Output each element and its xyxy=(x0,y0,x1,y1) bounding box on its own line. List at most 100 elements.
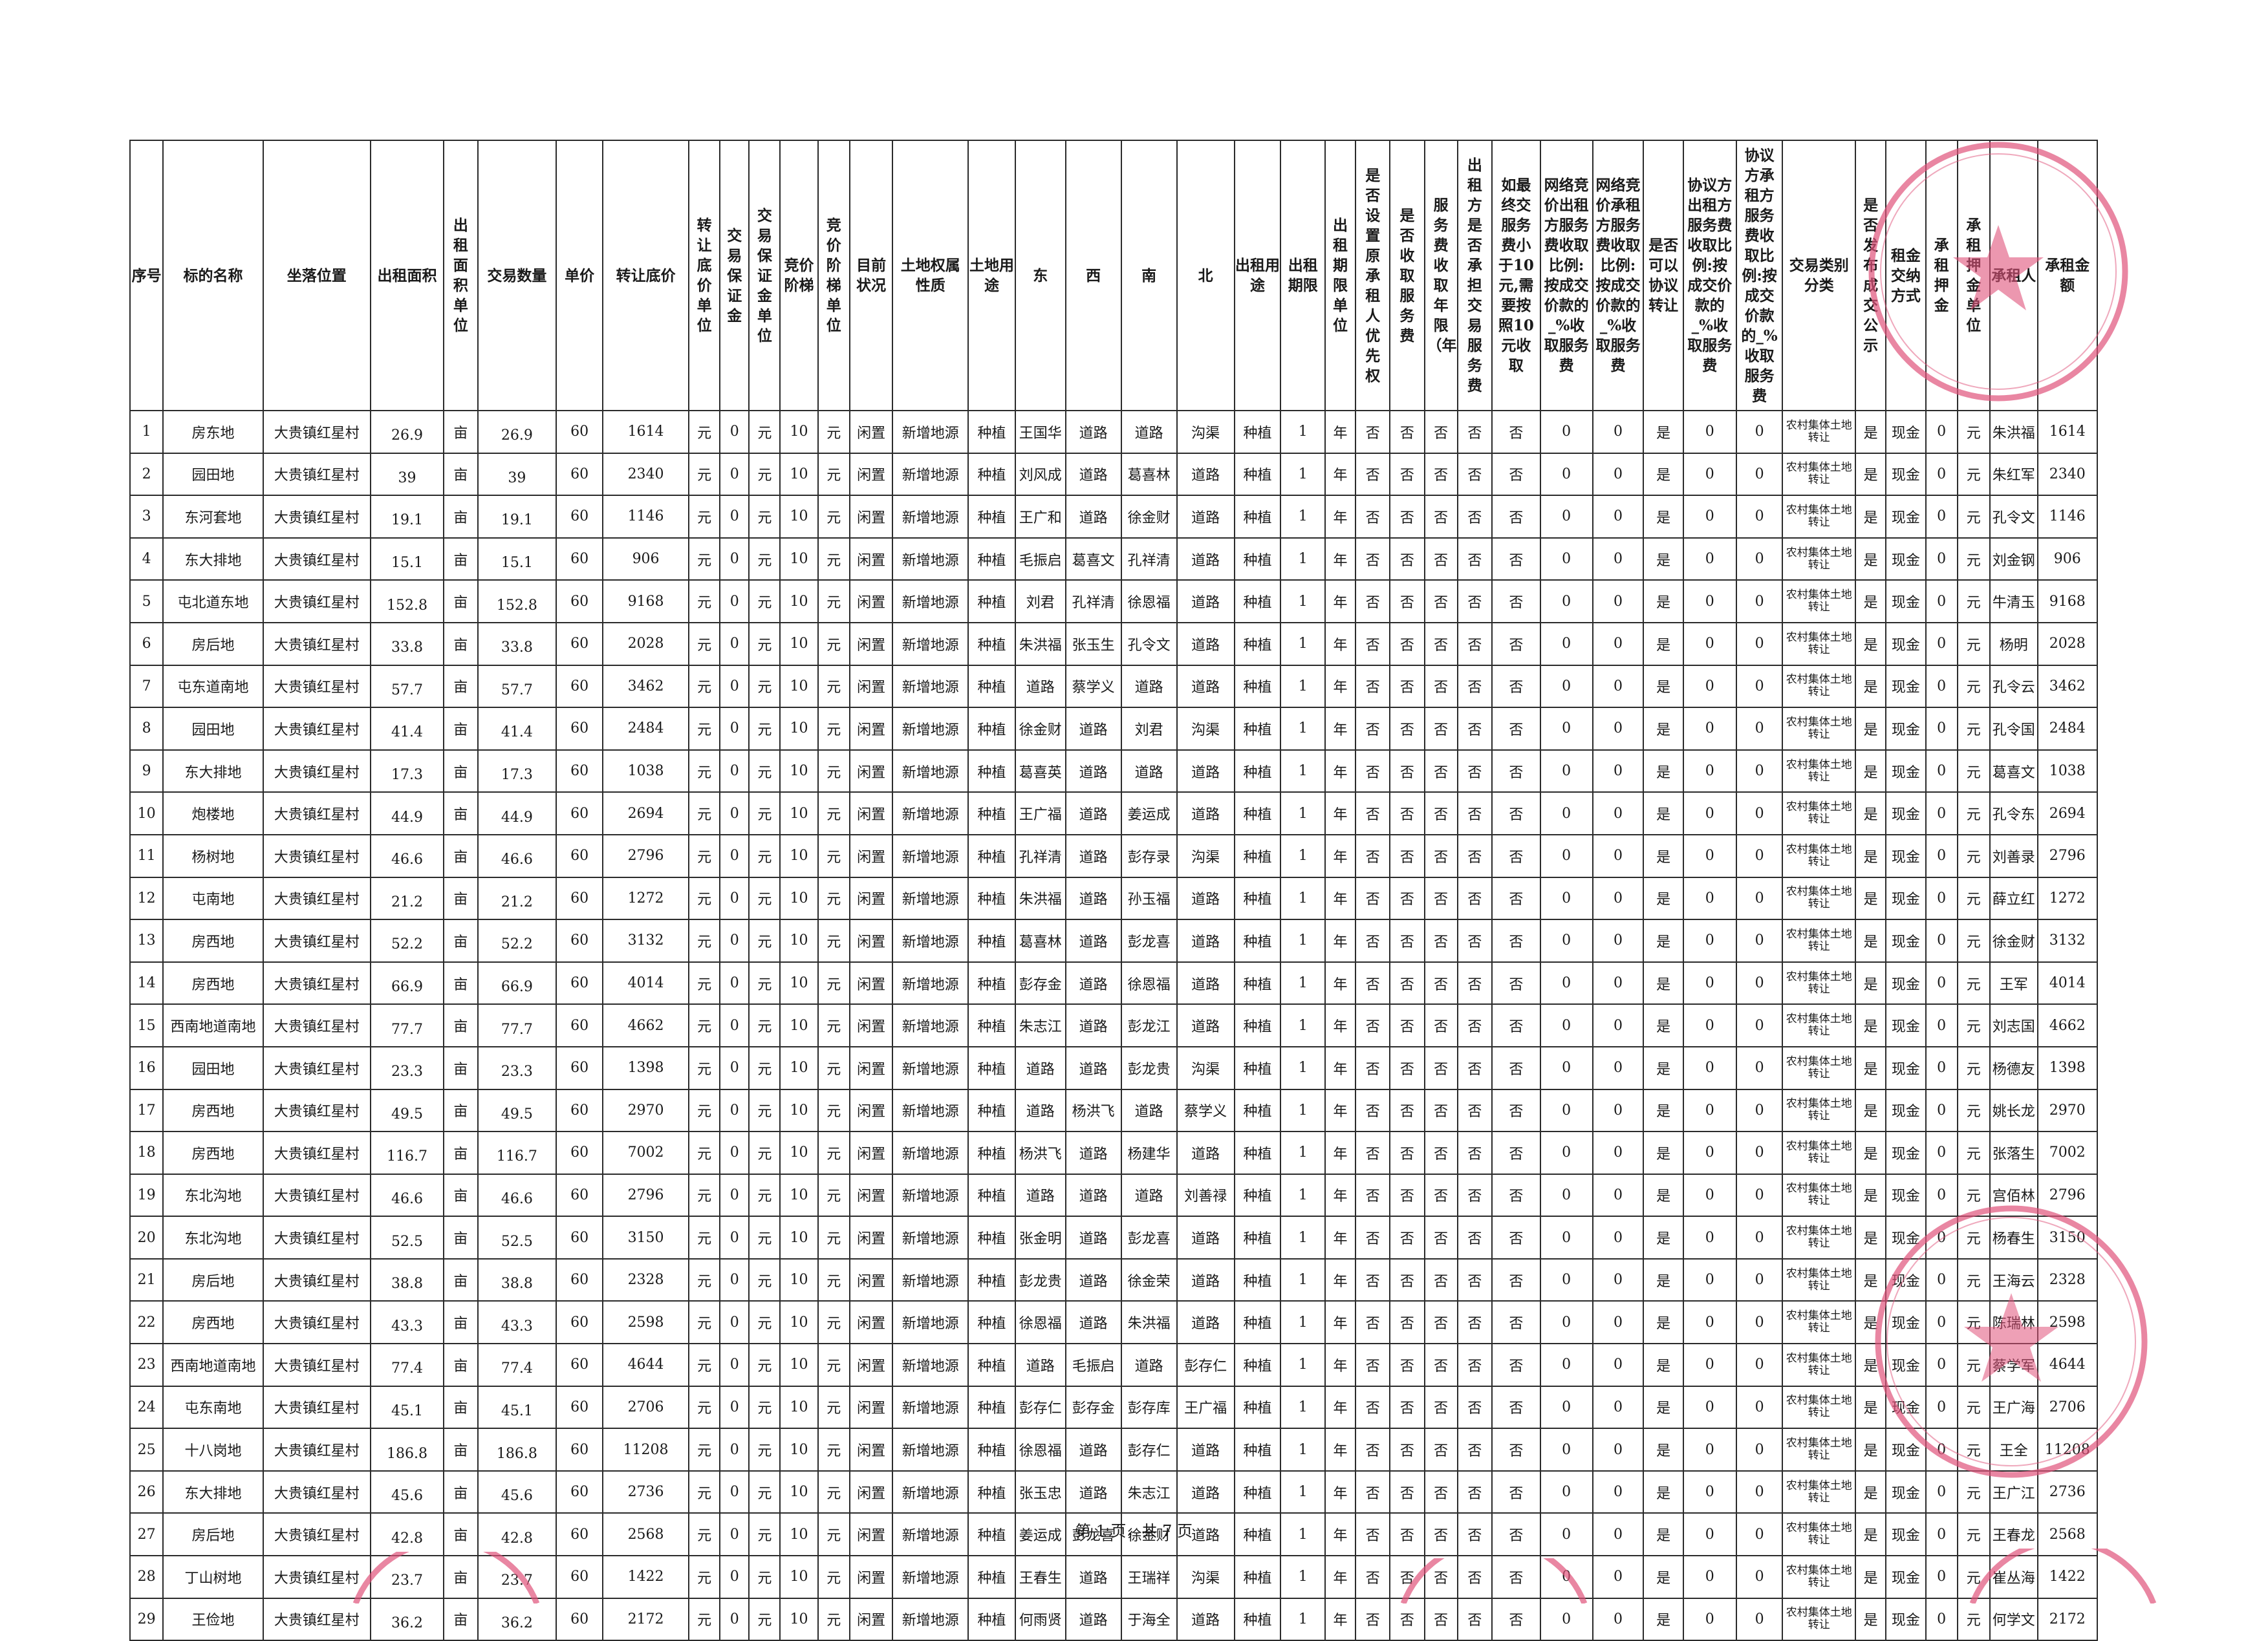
table-cell: 1 xyxy=(1280,452,1326,497)
table-cell: 亩 xyxy=(443,749,479,793)
column-header: 协议方出租方服务费收取比例:按成交价款的_%收取服务费 xyxy=(1682,140,1737,411)
table-cell: 60 xyxy=(556,537,604,581)
table-cell: 0 xyxy=(719,1428,750,1472)
table-cell: 姜运成 xyxy=(1120,791,1178,835)
table-cell: 60 xyxy=(556,1173,604,1217)
table-cell: 60 xyxy=(556,1216,604,1260)
table-cell: 1146 xyxy=(602,495,690,539)
table-cell: 元 xyxy=(748,1003,781,1047)
table-cell: 闲置 xyxy=(848,749,894,793)
table-row: 5 屯北道东地 大贵镇红星村 152.8 亩 152.8 60 9168 元 0 元 10 元闲置 新增地… xyxy=(129,579,2099,623)
table-cell: 王广海 xyxy=(1989,1385,2038,1430)
table-cell: 0 xyxy=(1735,1512,1784,1557)
table-cell: 46.6 xyxy=(477,833,557,878)
table-cell: 否 xyxy=(1491,1385,1541,1430)
table-cell: 道路 xyxy=(1176,1597,1235,1641)
table-cell: 4644 xyxy=(2036,1343,2099,1387)
table-cell: 0 xyxy=(1925,1088,1958,1133)
table-cell: 17.3 xyxy=(369,749,445,793)
table-cell: 0 xyxy=(1925,495,1958,539)
table-cell: 否 xyxy=(1456,749,1493,793)
table-cell: 2340 xyxy=(602,452,690,497)
table-row: 22 房西地 大贵镇红星村 43.3 亩 43.3 60 2598 元 0 元 10 元闲置 新增地源 种植… xyxy=(129,1300,2099,1345)
table-cell: 0 xyxy=(1925,1597,1958,1641)
table-cell: 0 xyxy=(1735,791,1784,835)
table-cell: 20 xyxy=(129,1216,164,1260)
table-cell: 沟渠 xyxy=(1176,1555,1235,1599)
table-cell: 15.1 xyxy=(369,537,445,581)
table-cell: 否 xyxy=(1423,1088,1458,1133)
table-cell: 10 xyxy=(779,1088,819,1133)
table-cell: 元 xyxy=(817,664,850,709)
table-cell: 0 xyxy=(1539,919,1593,963)
table-cell: 60 xyxy=(556,1046,604,1090)
table-cell: 新增地源 xyxy=(892,537,969,581)
table-cell: 种植 xyxy=(1233,1470,1282,1514)
table-cell: 元 xyxy=(688,707,721,751)
table-cell: 元 xyxy=(817,791,850,835)
table-cell: 60 xyxy=(556,749,604,793)
table-cell: 0 xyxy=(1735,707,1784,751)
table-cell: 2028 xyxy=(2036,621,2099,666)
table-cell: 0 xyxy=(1592,833,1645,878)
table-cell: 1 xyxy=(1280,961,1326,1005)
table-cell: 新增地源 xyxy=(892,495,969,539)
table-cell: 否 xyxy=(1423,452,1458,497)
table-cell: 亩 xyxy=(443,664,479,709)
table-cell: 元 xyxy=(748,876,781,921)
table-cell: 2328 xyxy=(2036,1258,2099,1302)
table-cell: 是 xyxy=(1643,1385,1684,1430)
table-cell: 元 xyxy=(688,1343,721,1387)
table-cell: 新增地源 xyxy=(892,621,969,666)
table-cell: 0 xyxy=(1682,537,1737,581)
table-cell: 是 xyxy=(1643,749,1684,793)
table-cell: 否 xyxy=(1491,1597,1541,1641)
table-cell: 3150 xyxy=(602,1216,690,1260)
table-cell: 0 xyxy=(1682,791,1737,835)
table-cell: 4014 xyxy=(602,961,690,1005)
table-cell: 刘君 xyxy=(1120,707,1178,751)
table-cell: 1 xyxy=(1280,1512,1326,1557)
table-cell: 种植 xyxy=(967,1343,1016,1387)
table-cell: 0 xyxy=(1682,621,1737,666)
table-cell: 否 xyxy=(1456,1131,1493,1175)
table-cell: 否 xyxy=(1389,707,1425,751)
table-cell: 0 xyxy=(1925,1385,1958,1430)
table-cell: 否 xyxy=(1456,1470,1493,1514)
table-cell: 种植 xyxy=(967,1003,1016,1047)
table-cell: 1 xyxy=(1280,833,1326,878)
table-cell: 孔令文 xyxy=(1989,495,2038,539)
table-cell: 种植 xyxy=(967,833,1016,878)
table-cell: 46.6 xyxy=(477,1173,557,1217)
table-cell: 否 xyxy=(1355,1258,1391,1302)
table-cell: 是 xyxy=(1643,537,1684,581)
table-cell: 否 xyxy=(1355,1088,1391,1133)
table-cell: 0 xyxy=(1925,749,1958,793)
table-cell: 亩 xyxy=(443,1470,479,1514)
table-cell: 元 xyxy=(1956,579,1991,623)
table-cell: 种植 xyxy=(967,410,1016,454)
table-cell: 0 xyxy=(1592,1428,1645,1472)
table-cell: 否 xyxy=(1355,1385,1391,1430)
table-cell: 孔令文 xyxy=(1120,621,1178,666)
table-cell: 元 xyxy=(1956,707,1991,751)
table-cell: 否 xyxy=(1456,664,1493,709)
table-cell: 农村集体土地转让 xyxy=(1782,791,1857,835)
table-cell: 道路 xyxy=(1064,1216,1122,1260)
table-cell: 1 xyxy=(1280,1003,1326,1047)
table-cell: 农村集体土地转让 xyxy=(1782,1385,1857,1430)
table-cell: 是 xyxy=(1855,1173,1887,1217)
table-cell: 王俭地 xyxy=(162,1597,264,1641)
table-cell: 0 xyxy=(1735,833,1784,878)
table-cell: 闲置 xyxy=(848,452,894,497)
table-cell: 60 xyxy=(556,833,604,878)
table-cell: 否 xyxy=(1456,1300,1493,1345)
table-cell: 道路 xyxy=(1064,1131,1122,1175)
table-cell: 0 xyxy=(1735,1003,1784,1047)
table-cell: 1 xyxy=(1280,1046,1326,1090)
table-cell: 大贵镇红星村 xyxy=(262,1088,371,1133)
table-cell: 元 xyxy=(817,1597,850,1641)
table-cell: 元 xyxy=(1956,791,1991,835)
table-cell: 孔令国 xyxy=(1989,707,2038,751)
table-row: 15 西南地道南地 大贵镇红星村 77.7 亩 77.7 60 4662 元 0 元 10 元闲置 新增地… xyxy=(129,1003,2099,1047)
